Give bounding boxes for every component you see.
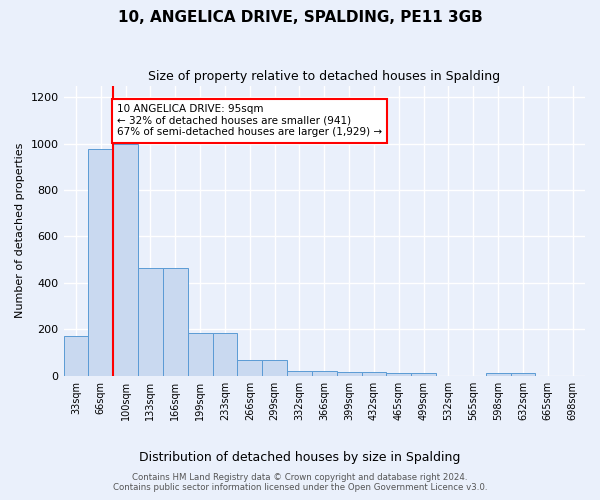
Bar	[113, 144, 138, 376]
Bar	[138, 268, 163, 376]
Bar	[163, 268, 188, 376]
Text: Contains HM Land Registry data © Crown copyright and database right 2024.
Contai: Contains HM Land Registry data © Crown c…	[113, 473, 487, 492]
Bar	[511, 373, 535, 376]
Bar	[362, 372, 386, 376]
Bar	[337, 372, 362, 376]
Bar	[485, 373, 511, 376]
Bar	[287, 370, 312, 376]
Text: 10, ANGELICA DRIVE, SPALDING, PE11 3GB: 10, ANGELICA DRIVE, SPALDING, PE11 3GB	[118, 10, 482, 25]
Bar	[64, 336, 88, 376]
Title: Size of property relative to detached houses in Spalding: Size of property relative to detached ho…	[148, 70, 500, 83]
Bar	[188, 333, 212, 376]
Text: 10 ANGELICA DRIVE: 95sqm
← 32% of detached houses are smaller (941)
67% of semi-: 10 ANGELICA DRIVE: 95sqm ← 32% of detach…	[117, 104, 382, 138]
Bar	[386, 374, 411, 376]
Bar	[88, 150, 113, 376]
Bar	[312, 370, 337, 376]
Bar	[212, 333, 238, 376]
Text: Distribution of detached houses by size in Spalding: Distribution of detached houses by size …	[139, 451, 461, 464]
Bar	[262, 360, 287, 376]
Bar	[411, 374, 436, 376]
Y-axis label: Number of detached properties: Number of detached properties	[15, 143, 25, 318]
Bar	[238, 360, 262, 376]
